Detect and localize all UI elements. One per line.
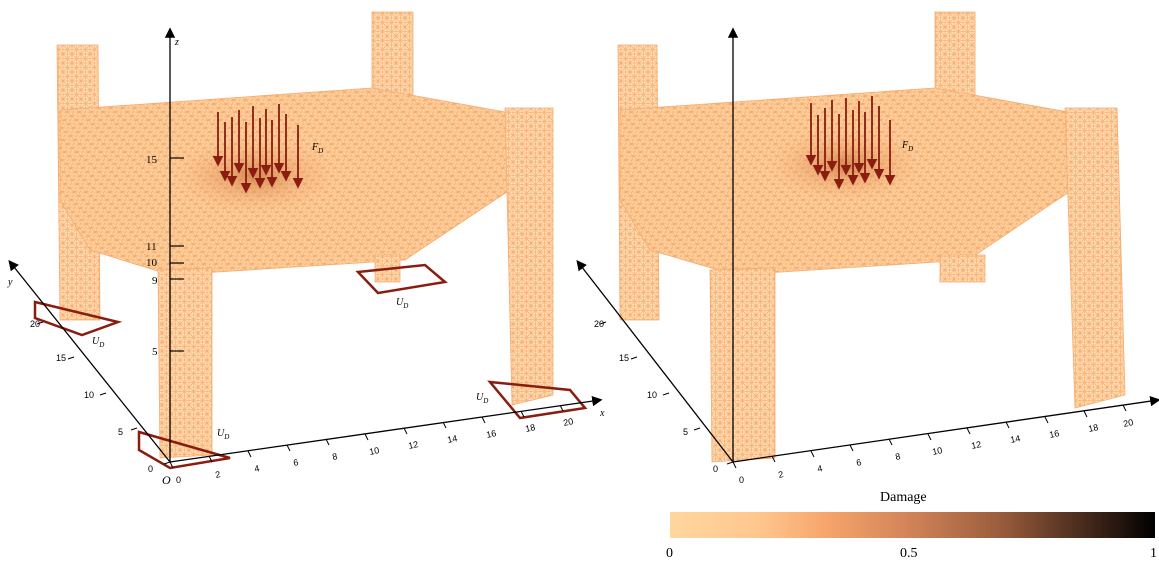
y-tick-0: 0 bbox=[148, 464, 153, 474]
x-tick-20: 20 bbox=[562, 416, 574, 428]
x-tick-10: 10 bbox=[931, 445, 943, 457]
x-tick-16: 16 bbox=[485, 428, 497, 440]
y-tick-15: 15 bbox=[56, 353, 66, 363]
column-front-right bbox=[504, 107, 554, 406]
y-axis bbox=[8, 259, 171, 463]
load-arrows bbox=[805, 96, 896, 190]
damage-colorbar bbox=[670, 512, 1155, 538]
x-tick-12: 12 bbox=[407, 439, 419, 451]
load-label: FD bbox=[311, 142, 323, 155]
y-tick-10: 10 bbox=[647, 390, 657, 400]
column-mid-back bbox=[939, 254, 986, 283]
x-tick-4: 4 bbox=[253, 463, 260, 474]
x-tick-0: 0 bbox=[176, 475, 181, 485]
y-tick-0: 0 bbox=[713, 464, 718, 474]
y-tick-5: 5 bbox=[683, 427, 688, 437]
x-tick-18: 18 bbox=[524, 422, 536, 434]
y-ticks bbox=[599, 321, 734, 465]
y-tick-20: 20 bbox=[30, 319, 40, 329]
z-axis-label: z bbox=[174, 37, 179, 48]
x-tick-10: 10 bbox=[368, 445, 380, 457]
z-tick-10: 10 bbox=[146, 257, 158, 269]
column-front-left bbox=[157, 267, 213, 459]
damage-zone bbox=[765, 127, 925, 203]
column-front-right bbox=[1064, 107, 1126, 409]
x-ticks bbox=[169, 404, 564, 469]
y-axis-label: y bbox=[7, 277, 13, 288]
x-tick-4: 4 bbox=[816, 463, 823, 474]
support-front-right bbox=[487, 380, 588, 420]
z-tick-5: 5 bbox=[152, 346, 158, 358]
x-tick-8: 8 bbox=[331, 451, 338, 462]
colorbar-tick-1: 1 bbox=[1150, 546, 1157, 561]
x-tick-0: 0 bbox=[739, 475, 744, 485]
x-tick-20: 20 bbox=[1122, 417, 1134, 429]
x-tick-14: 14 bbox=[446, 433, 458, 445]
y-tick-15: 15 bbox=[619, 353, 629, 363]
z-tick-9: 9 bbox=[152, 275, 158, 287]
support-label-mid: UD bbox=[396, 297, 408, 310]
z-ticks bbox=[170, 157, 184, 352]
colorbar-title: Damage bbox=[880, 490, 927, 505]
x-tick-18: 18 bbox=[1087, 422, 1099, 434]
y-axis bbox=[576, 259, 734, 463]
load-arrows bbox=[212, 104, 304, 194]
support-back-left bbox=[33, 300, 123, 337]
colorbar-tick-0: 0 bbox=[666, 546, 673, 561]
x-tick-6: 6 bbox=[292, 457, 299, 468]
z-tick-11: 11 bbox=[146, 241, 157, 253]
x-tick-16: 16 bbox=[1048, 428, 1060, 440]
y-tick-5: 5 bbox=[118, 427, 123, 437]
x-tick-8: 8 bbox=[894, 451, 901, 462]
x-axis bbox=[169, 395, 603, 463]
x-tick-6: 6 bbox=[855, 457, 862, 468]
x-tick-2: 2 bbox=[777, 469, 784, 480]
left-model-view: FD UD UD UD UD z x y O 15 11 10 9 5 bbox=[7, 11, 605, 487]
y-tick-10: 10 bbox=[84, 390, 94, 400]
support-label-front: UD bbox=[217, 428, 229, 441]
x-ticks bbox=[732, 404, 1127, 469]
right-model-view: FD 0 2 4 6 8 10 12 14 16 18 20 bbox=[576, 11, 1159, 485]
support-label-back: UD bbox=[92, 336, 104, 349]
z-tick-15: 15 bbox=[146, 154, 158, 166]
y-ticks bbox=[36, 321, 171, 465]
load-label: FD bbox=[901, 140, 913, 153]
x-axis bbox=[732, 395, 1159, 463]
colorbar-tick-half: 0.5 bbox=[900, 546, 918, 561]
column-front-left bbox=[709, 267, 776, 463]
y-tick-20: 20 bbox=[594, 319, 604, 329]
support-mid-back bbox=[355, 263, 448, 295]
support-front-left bbox=[137, 430, 231, 470]
x-tick-12: 12 bbox=[970, 439, 982, 451]
origin-label: O bbox=[162, 473, 171, 487]
x-tick-2: 2 bbox=[214, 469, 221, 480]
x-axis-label: x bbox=[599, 408, 605, 419]
support-label-right: UD bbox=[476, 392, 488, 405]
x-tick-14: 14 bbox=[1009, 433, 1021, 445]
